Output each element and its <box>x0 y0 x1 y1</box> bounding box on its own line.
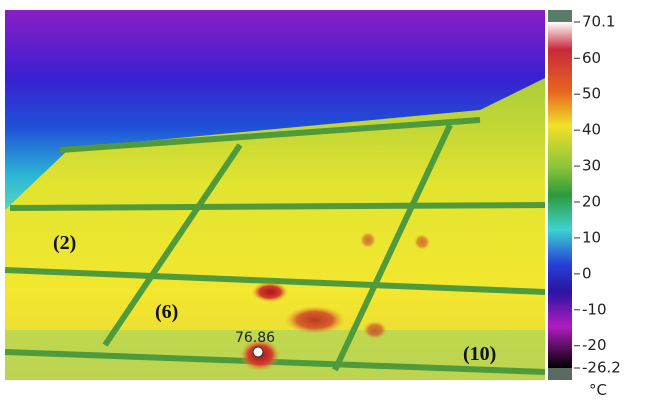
thermal-view: 76.86 (2) (6) (10) °C 70.1 60 50 40 30 20 10 0 -… <box>0 0 654 405</box>
colorbar-cap <box>548 368 572 380</box>
tick-label: -10 <box>582 300 607 318</box>
hot-spot <box>363 321 387 339</box>
tick-label: 20 <box>582 193 601 211</box>
hot-spot <box>360 232 376 248</box>
tick-label: -20 <box>582 336 607 354</box>
panel-label: (6) <box>155 301 178 323</box>
cursor <box>253 347 263 357</box>
panel-label: (10) <box>463 343 496 365</box>
hot-spot <box>252 282 288 302</box>
colorbar-cap <box>548 10 572 22</box>
hot-spot <box>414 234 430 250</box>
tick-label: 0 <box>582 264 592 282</box>
tick-label: 10 <box>582 228 601 246</box>
hot-spot <box>285 306 345 334</box>
tick-label: -26.2 <box>582 359 621 377</box>
tick-label: 70.1 <box>582 13 615 31</box>
unit: °C <box>589 381 607 399</box>
tick-label: 50 <box>582 85 601 103</box>
tick-label: 60 <box>582 49 601 67</box>
tick-label: 30 <box>582 157 601 175</box>
hotspot-reading: 76.86 <box>235 330 275 346</box>
panel-label: (2) <box>53 232 76 254</box>
colorbar <box>548 22 572 368</box>
page: {"image": {"labels": ["(2)", "(6)", "(10… <box>0 0 654 405</box>
tick-label: 40 <box>582 121 601 139</box>
